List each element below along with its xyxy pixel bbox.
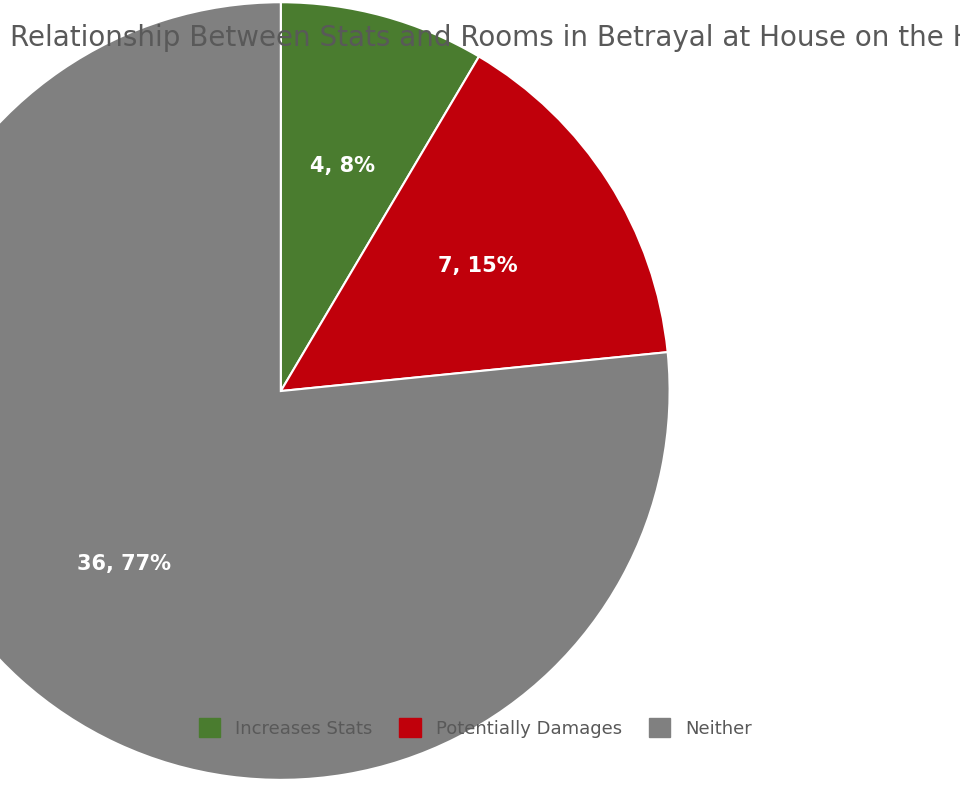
Text: 36, 77%: 36, 77% [78,554,171,574]
Text: 7, 15%: 7, 15% [438,255,517,276]
Wedge shape [280,57,667,391]
Wedge shape [0,2,669,780]
Wedge shape [280,2,479,391]
Text: 4, 8%: 4, 8% [310,156,375,176]
Text: Relationship Between Stats and Rooms in Betrayal at House on the Hill: Relationship Between Stats and Rooms in … [10,24,960,51]
Legend: Increases Stats, Potentially Damages, Neither: Increases Stats, Potentially Damages, Ne… [192,711,758,745]
